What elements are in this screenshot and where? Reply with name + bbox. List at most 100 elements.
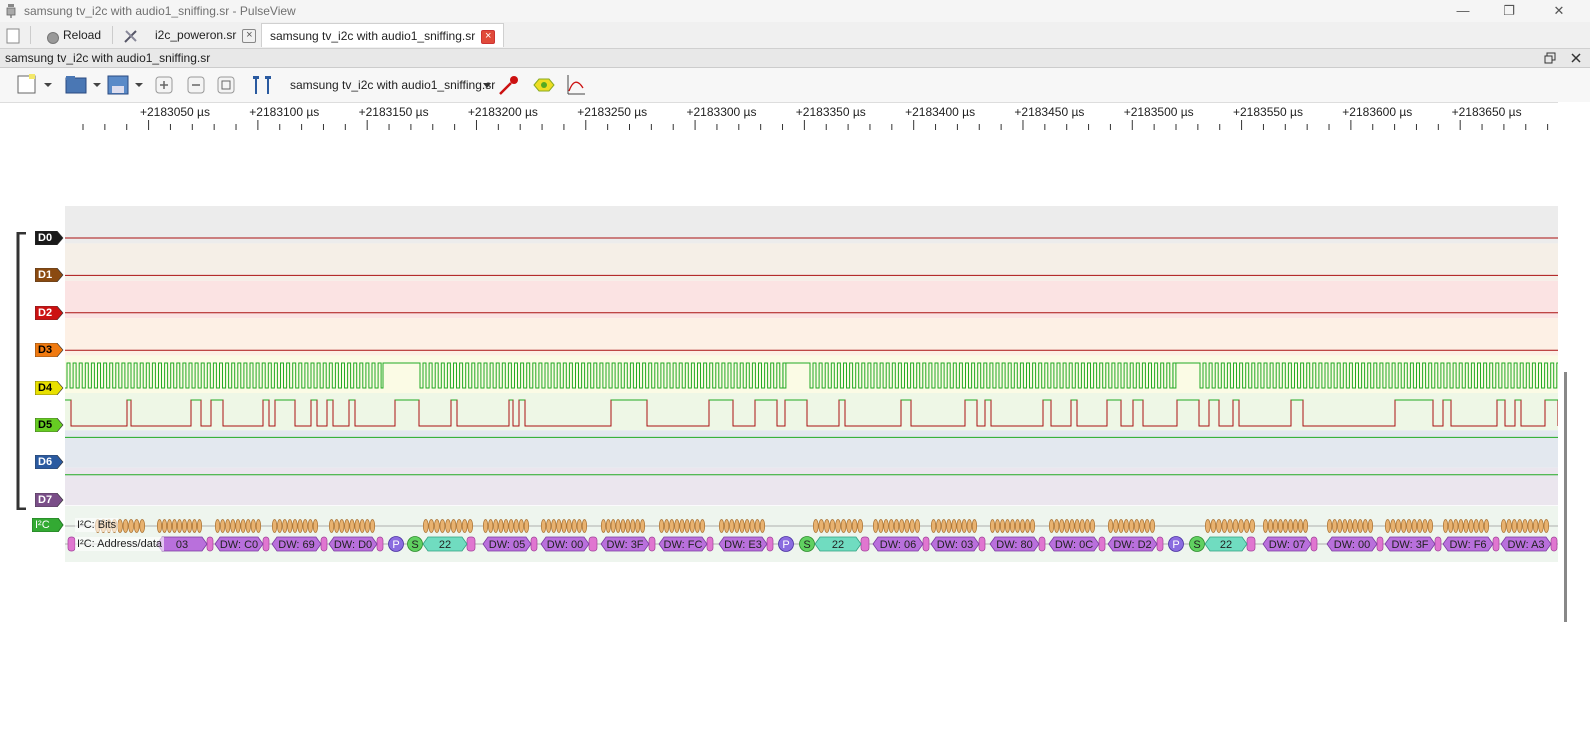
channel-group-bracket[interactable] <box>14 232 28 510</box>
zoom-in-icon[interactable] <box>154 73 176 97</box>
decoder-bit-mark <box>1367 519 1374 533</box>
trace-view[interactable]: 03 DW: C0 DW: 69 DW: D0 P S 22 DW: 05 DW: 00 DW: … <box>65 130 1561 726</box>
decoder-bit-mark <box>754 519 760 533</box>
decoder-data-mark <box>600 536 650 552</box>
decoder-data-mark <box>658 536 708 552</box>
tab-i2c-poweron[interactable]: i2c_poweron.sr × <box>147 23 264 47</box>
channel-label-shape <box>35 380 64 395</box>
decoder-bit-mark <box>456 519 462 533</box>
decoder-bit-mark <box>893 519 900 533</box>
decoder-bit-mark <box>166 519 173 533</box>
close-button[interactable]: ✕ <box>1553 3 1565 18</box>
time-ruler[interactable]: +2183050 µs +2183100 µs +2183150 µs +218320… <box>65 102 1565 130</box>
close-document-icon[interactable] <box>1570 52 1582 64</box>
decoder-bit-mark <box>956 519 962 533</box>
math-channel-icon[interactable] <box>565 73 587 97</box>
channel-label-d7[interactable]: D7 <box>35 492 64 507</box>
close-tab-icon[interactable]: × <box>481 29 496 44</box>
channel-label-d5[interactable]: D5 <box>35 418 64 432</box>
decoder-bit-mark <box>1210 519 1217 533</box>
decoder-bit-mark <box>1282 519 1289 533</box>
reload-icon[interactable] <box>46 28 60 48</box>
channel-label-d1[interactable]: D1 <box>35 268 64 283</box>
decoder-bit-mark <box>1123 519 1129 533</box>
decoder-bit-mark <box>1342 519 1348 533</box>
save-file-icon[interactable] <box>106 73 146 97</box>
zoom-out-icon[interactable] <box>186 73 208 97</box>
decoder-bit-mark <box>1277 519 1284 533</box>
ruler-label: +2183200 µs <box>467 105 538 119</box>
decoder-bit-mark <box>851 519 858 533</box>
session-selector[interactable]: samsung tv_i2c with audio1_sniffing.sr <box>290 78 496 92</box>
decoder-name: I²C <box>35 519 50 531</box>
chevron-down-icon[interactable] <box>482 82 492 90</box>
ruler-label: +2183500 µs <box>1123 105 1194 119</box>
decoder-bit-mark <box>930 519 937 533</box>
decoder-bit-mark <box>1262 519 1269 533</box>
add-decoder-icon[interactable] <box>532 73 556 97</box>
decoder-bit-mark <box>287 519 293 533</box>
decoder-bit-mark <box>128 519 134 533</box>
ruler-label: +2183550 µs <box>1233 105 1303 119</box>
decoder-bit-mark <box>1029 519 1036 533</box>
decoder-bit-mark <box>1014 519 1021 533</box>
decoder-bit-mark <box>734 519 740 533</box>
channel-label-d6[interactable]: D6 <box>35 455 64 470</box>
decoder-bit-mark <box>941 519 947 533</box>
channel-row-bg-d1 <box>65 243 1558 281</box>
decoder-bit-mark <box>694 519 700 533</box>
scrollbar-thumb[interactable] <box>1564 372 1567 622</box>
decoder-bit-mark <box>1538 519 1544 533</box>
decoder-ack-mark <box>588 536 598 552</box>
decoder-bit-mark <box>428 519 435 533</box>
decoder-bit-mark <box>1249 519 1256 533</box>
new-document-icon[interactable] <box>6 26 20 46</box>
decoder-ack-mark <box>978 536 986 552</box>
restore-button[interactable]: ❐ <box>1503 3 1515 18</box>
decoder-bit-mark <box>422 519 429 533</box>
minimize-button[interactable]: — <box>1456 3 1470 18</box>
channel-label-d3[interactable]: D3 <box>35 343 64 358</box>
tools-icon[interactable] <box>122 26 140 46</box>
float-icon[interactable] <box>1544 52 1556 64</box>
decoder-data-mark <box>328 536 378 552</box>
decoder-bit-mark <box>344 519 350 533</box>
decoder-bit-mark <box>1384 519 1391 533</box>
decoder-bit-mark <box>729 519 735 533</box>
decoder-bit-mark <box>664 519 670 533</box>
decoder-bit-mark <box>196 519 203 533</box>
decoder-bit-mark <box>307 519 313 533</box>
decoder-annotation-text: DW: D0 <box>334 539 372 551</box>
probe-icon[interactable] <box>497 73 521 97</box>
decoder-bit-mark <box>625 519 631 533</box>
decoder-bit-mark <box>1267 519 1274 533</box>
channel-label-d0[interactable]: D0 <box>35 231 64 245</box>
tab-samsung-tv-i2c[interactable]: samsung tv_i2c with audio1_sniffing.sr × <box>261 23 505 47</box>
channel-label-d4[interactable]: D4 <box>35 380 64 395</box>
decoder-label[interactable]: I²C <box>32 518 64 532</box>
close-tab-icon[interactable]: × <box>242 28 257 43</box>
trace-canvas: 03 DW: C0 DW: 69 DW: D0 P S 22 DW: 05 DW: 00 DW: … <box>65 206 1561 562</box>
decoder-bit-mark <box>1395 519 1402 533</box>
decoder-ack-mark <box>1550 536 1558 552</box>
cursors-icon[interactable] <box>250 73 276 97</box>
channel-row-bg-d6 <box>65 430 1558 468</box>
reload-button[interactable]: Reload <box>63 28 102 42</box>
decoder-bit-mark <box>445 519 451 533</box>
decoder-bit-mark <box>846 519 852 533</box>
decoder-data-mark <box>872 536 924 552</box>
decoder-bit-mark <box>292 519 298 533</box>
decoder-bit-mark <box>1362 519 1368 533</box>
decoder-annotation-text: DW: 00 <box>1334 539 1370 551</box>
zoom-fit-icon[interactable] <box>216 73 238 97</box>
channel-name: D7 <box>38 493 53 506</box>
decoder-bit-mark <box>857 519 864 533</box>
decoder-bit-mark <box>1458 519 1464 533</box>
vertical-scrollbar[interactable] <box>1558 102 1590 726</box>
decoder-bit-mark <box>818 519 825 533</box>
new-view-icon[interactable] <box>15 73 55 97</box>
decoder-data-mark <box>1326 536 1378 552</box>
channel-label-d2[interactable]: D2 <box>35 305 64 320</box>
open-file-icon[interactable] <box>64 73 104 97</box>
decoder-bit-mark <box>759 519 766 533</box>
